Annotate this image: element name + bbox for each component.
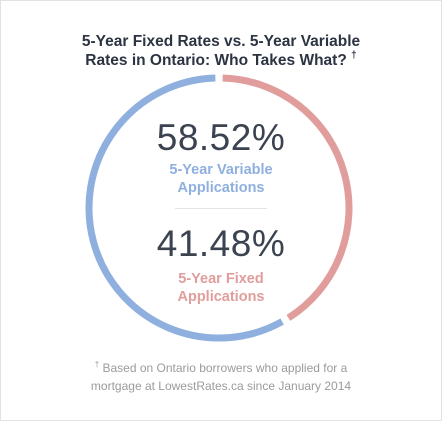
variable-percentage: 58.52% [156, 117, 286, 158]
footnote-line2: mortgage at LowestRates.ca since January… [90, 379, 352, 393]
chart-title-line2: Rates in Ontario: Who Takes What? † [85, 50, 357, 69]
title-dagger: † [351, 50, 357, 61]
center-divider [175, 208, 267, 209]
footnote: † Based on Ontario borrowers who applied… [0, 356, 442, 395]
fixed-label-line1: 5-Year Fixed [178, 271, 264, 287]
donut-arc-variable [85, 74, 284, 342]
donut-arc-fixed [222, 74, 353, 321]
footnote-dagger: † [94, 360, 100, 369]
variable-label: 5-Year Variable Applications [0, 161, 442, 197]
variable-label-line1: 5-Year Variable [169, 162, 273, 178]
fixed-label-line2: Applications [177, 289, 265, 305]
fixed-percentage: 41.48% [156, 223, 286, 264]
footnote-line1: † Based on Ontario borrowers who applied… [94, 360, 348, 375]
variable-label-line2: Applications [177, 180, 265, 196]
chart-title-line1: 5-Year Fixed Rates vs. 5-Year Variable [81, 33, 361, 50]
fixed-label: 5-Year Fixed Applications [0, 270, 442, 306]
